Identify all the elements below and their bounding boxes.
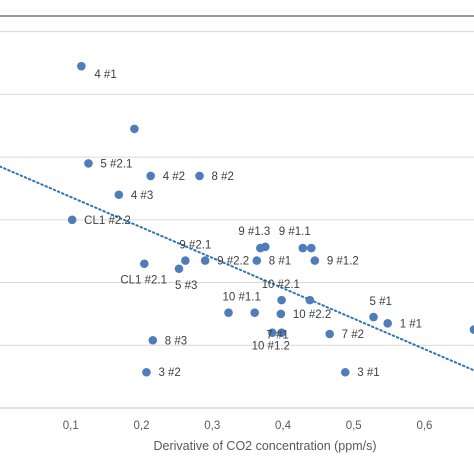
data-point <box>305 295 315 305</box>
data-point <box>277 328 286 338</box>
data-point <box>277 295 286 305</box>
data-point <box>195 171 204 181</box>
data-label: 9 #1.3 <box>238 226 270 238</box>
data-label: 9 #1.2 <box>327 256 359 268</box>
data-label: 8 #2 <box>212 171 234 183</box>
data-point <box>252 256 262 265</box>
data-point <box>310 256 320 265</box>
x-tick-label: 0,5 <box>346 420 362 432</box>
x-axis: 0,1 0,2 0,3 0,4 0,5 0,6 <box>63 420 433 432</box>
data-point <box>250 308 259 317</box>
data-point <box>383 319 392 328</box>
data-point <box>181 256 190 265</box>
data-label: 10 #2.2 <box>293 309 331 321</box>
data-point <box>469 325 474 334</box>
trendline <box>0 165 474 372</box>
data-point <box>224 308 233 317</box>
data-label: 7 #1 <box>266 330 288 342</box>
data-label: CL1 #2.2 <box>84 215 131 227</box>
data-label: 10 #1.2 <box>252 341 290 353</box>
data-point <box>340 367 350 377</box>
data-label: 3 #2 <box>158 367 180 379</box>
data-point <box>200 256 210 265</box>
data-label: 4 #3 <box>131 190 153 202</box>
data-label: 9 #2.1 <box>179 240 211 252</box>
gridlines <box>0 31 474 409</box>
x-axis-label: Derivative of CO2 concentration (ppm/s) <box>153 439 376 453</box>
x-tick-label: 0,4 <box>275 420 292 432</box>
data-point <box>84 159 93 168</box>
data-points <box>67 61 474 377</box>
data-label: 10 #2.1 <box>262 279 300 291</box>
data-label: 3 #1 <box>357 367 379 379</box>
data-point <box>67 215 77 225</box>
x-tick-label: 0,6 <box>416 420 432 432</box>
data-point <box>114 190 124 200</box>
data-label: 4 #2 <box>163 171 185 183</box>
data-label: 9 #2.2 <box>217 256 249 268</box>
data-point <box>148 335 158 345</box>
data-label: 8 #3 <box>165 335 187 347</box>
data-label: 4 #1 <box>94 69 116 81</box>
data-label: 1 #1 <box>400 318 422 330</box>
data-point <box>174 264 184 274</box>
data-label: 8 #1 <box>269 256 291 268</box>
data-point <box>142 367 151 377</box>
data-label: 5 #3 <box>175 280 197 292</box>
plot-border-top <box>0 0 474 16</box>
data-label: 9 #1.1 <box>279 226 311 238</box>
x-tick-label: 0,1 <box>63 420 79 432</box>
x-tick-label: 0,2 <box>133 420 149 432</box>
data-point <box>260 242 270 252</box>
data-point <box>130 124 139 134</box>
data-label: CL1 #2.1 <box>120 275 167 287</box>
x-tick-label: 0,3 <box>204 420 220 432</box>
data-label: 5 #2.1 <box>100 158 132 170</box>
data-point <box>146 171 155 181</box>
data-point <box>306 243 316 253</box>
data-point <box>268 328 277 338</box>
data-point <box>140 259 149 269</box>
data-point <box>276 309 286 319</box>
data-label: 7 #2 <box>342 329 364 341</box>
data-point <box>325 329 334 339</box>
data-label: 5 #1 <box>370 296 392 308</box>
data-label: 10 #1.1 <box>223 292 261 304</box>
data-point <box>77 61 86 71</box>
data-point <box>298 243 308 253</box>
data-point <box>369 312 378 322</box>
